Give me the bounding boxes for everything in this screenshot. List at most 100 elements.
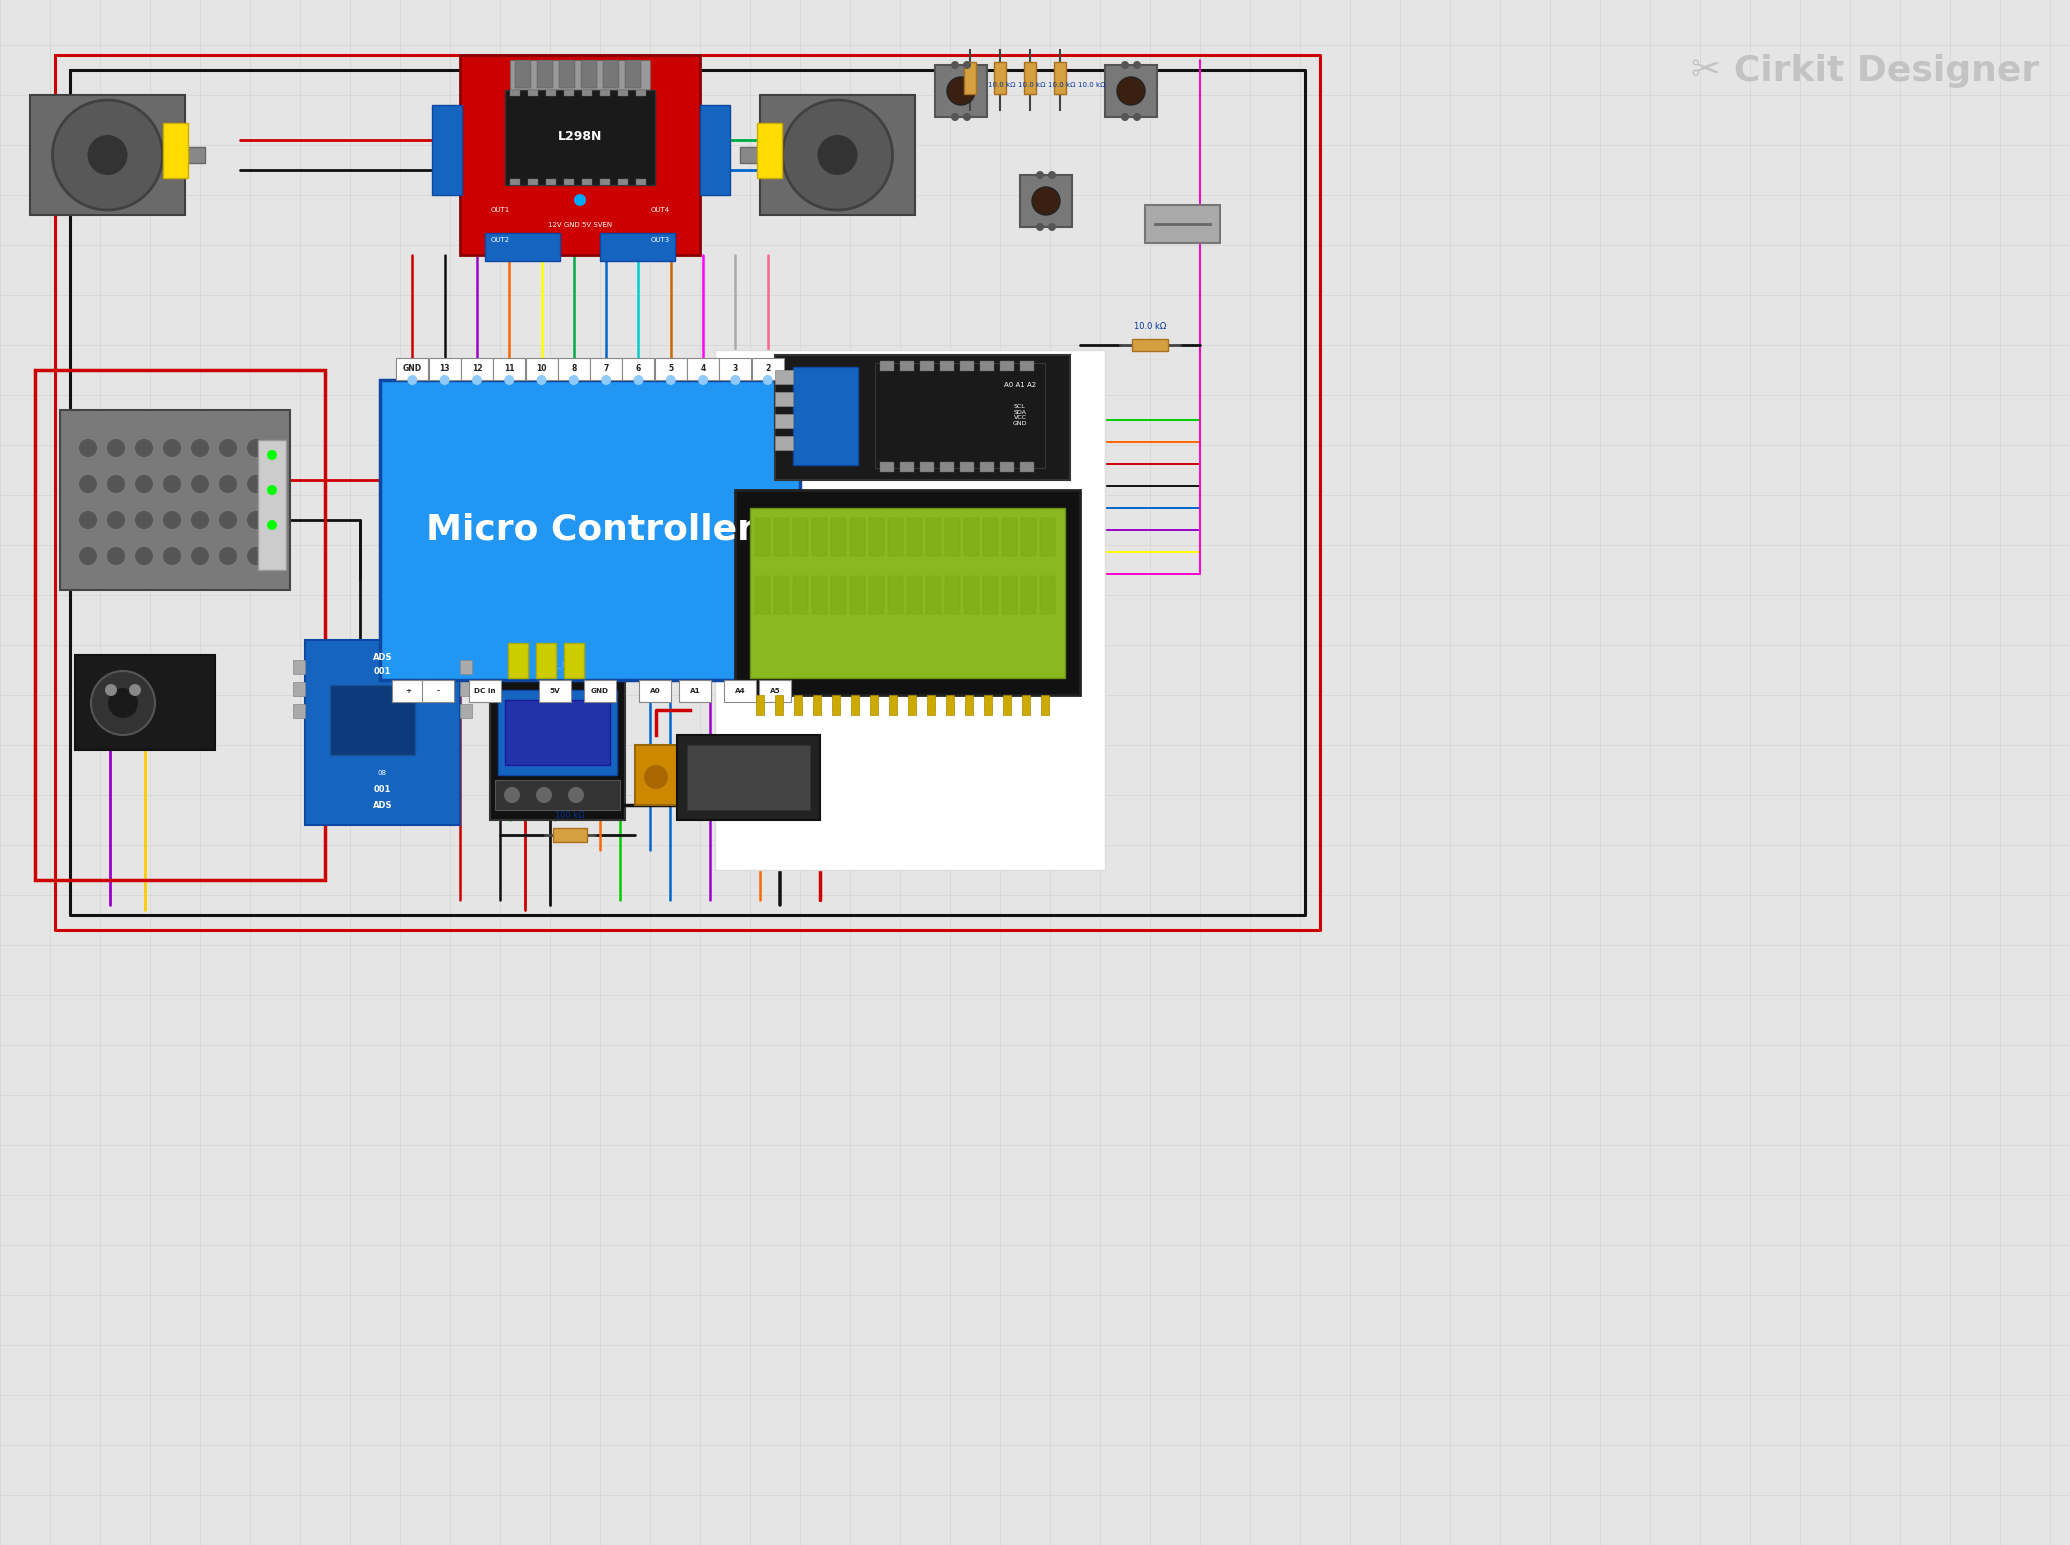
- Bar: [505, 700, 611, 765]
- Circle shape: [644, 765, 669, 789]
- Circle shape: [164, 547, 180, 565]
- Bar: [946, 518, 960, 556]
- Bar: [294, 705, 304, 718]
- Bar: [946, 576, 960, 613]
- Circle shape: [950, 113, 958, 121]
- Bar: [294, 681, 304, 695]
- Bar: [422, 680, 453, 701]
- Bar: [965, 695, 973, 715]
- Text: ADS: ADS: [373, 654, 391, 663]
- Circle shape: [219, 439, 236, 457]
- Bar: [536, 643, 557, 678]
- Circle shape: [190, 511, 209, 528]
- Bar: [507, 643, 528, 678]
- Circle shape: [108, 688, 139, 718]
- Text: 10.0 kΩ: 10.0 kΩ: [1134, 323, 1165, 332]
- Circle shape: [52, 100, 164, 210]
- Bar: [927, 695, 936, 715]
- Bar: [888, 518, 903, 556]
- Bar: [876, 363, 1045, 468]
- Text: 001: 001: [375, 667, 391, 677]
- Bar: [925, 518, 942, 556]
- Bar: [983, 518, 998, 556]
- Bar: [1000, 362, 1014, 371]
- Bar: [600, 179, 611, 185]
- Circle shape: [408, 375, 418, 385]
- Bar: [880, 462, 894, 473]
- Bar: [294, 660, 304, 674]
- Circle shape: [79, 439, 97, 457]
- Text: 10: 10: [536, 365, 546, 374]
- Bar: [869, 518, 884, 556]
- Bar: [1039, 576, 1056, 613]
- Circle shape: [1047, 171, 1056, 179]
- Bar: [428, 358, 462, 380]
- Bar: [75, 655, 215, 749]
- Bar: [538, 680, 571, 701]
- Bar: [1105, 65, 1157, 117]
- Bar: [528, 90, 538, 96]
- Bar: [505, 90, 654, 185]
- Bar: [590, 358, 623, 380]
- Bar: [793, 368, 857, 465]
- Circle shape: [667, 375, 675, 385]
- Bar: [35, 369, 325, 881]
- Bar: [259, 440, 286, 570]
- Bar: [936, 65, 987, 117]
- Circle shape: [1047, 222, 1056, 232]
- Bar: [795, 695, 801, 715]
- Bar: [1039, 518, 1056, 556]
- Circle shape: [128, 684, 141, 695]
- Bar: [869, 576, 884, 613]
- Bar: [433, 105, 462, 195]
- Bar: [751, 358, 785, 380]
- Bar: [793, 518, 807, 556]
- Bar: [888, 576, 903, 613]
- Bar: [880, 362, 894, 371]
- Circle shape: [439, 375, 449, 385]
- Bar: [462, 358, 493, 380]
- Circle shape: [573, 195, 586, 205]
- Bar: [1145, 205, 1219, 243]
- Circle shape: [731, 375, 741, 385]
- Text: 4: 4: [700, 365, 706, 374]
- Bar: [814, 695, 822, 715]
- Bar: [1000, 462, 1014, 473]
- Bar: [640, 680, 671, 701]
- Bar: [907, 518, 921, 556]
- Text: ADS: ADS: [373, 800, 391, 810]
- Circle shape: [246, 511, 265, 528]
- Text: OUT1: OUT1: [491, 207, 509, 213]
- Text: GND: GND: [592, 688, 609, 694]
- Circle shape: [1122, 113, 1128, 121]
- Bar: [1025, 62, 1035, 94]
- Text: DC in: DC in: [474, 688, 497, 694]
- Bar: [553, 828, 588, 842]
- Bar: [460, 660, 472, 674]
- Bar: [679, 680, 710, 701]
- Bar: [749, 508, 1064, 678]
- Bar: [983, 576, 998, 613]
- Bar: [1002, 518, 1016, 556]
- Circle shape: [135, 547, 153, 565]
- Bar: [164, 124, 188, 178]
- Bar: [563, 643, 584, 678]
- Circle shape: [946, 77, 975, 105]
- Bar: [760, 94, 915, 215]
- Text: A5: A5: [770, 688, 780, 694]
- Text: SCL
SDA
VCC
GND: SCL SDA VCC GND: [1012, 403, 1027, 426]
- Bar: [965, 62, 975, 94]
- Bar: [1002, 576, 1016, 613]
- Circle shape: [1122, 60, 1128, 70]
- Circle shape: [1132, 60, 1141, 70]
- Bar: [559, 60, 575, 88]
- Bar: [635, 90, 646, 96]
- Bar: [546, 179, 557, 185]
- Text: 13: 13: [439, 365, 449, 374]
- Bar: [460, 681, 472, 695]
- Bar: [811, 576, 828, 613]
- Bar: [29, 94, 184, 215]
- Circle shape: [108, 547, 124, 565]
- Text: 001: 001: [375, 785, 391, 794]
- Bar: [724, 680, 756, 701]
